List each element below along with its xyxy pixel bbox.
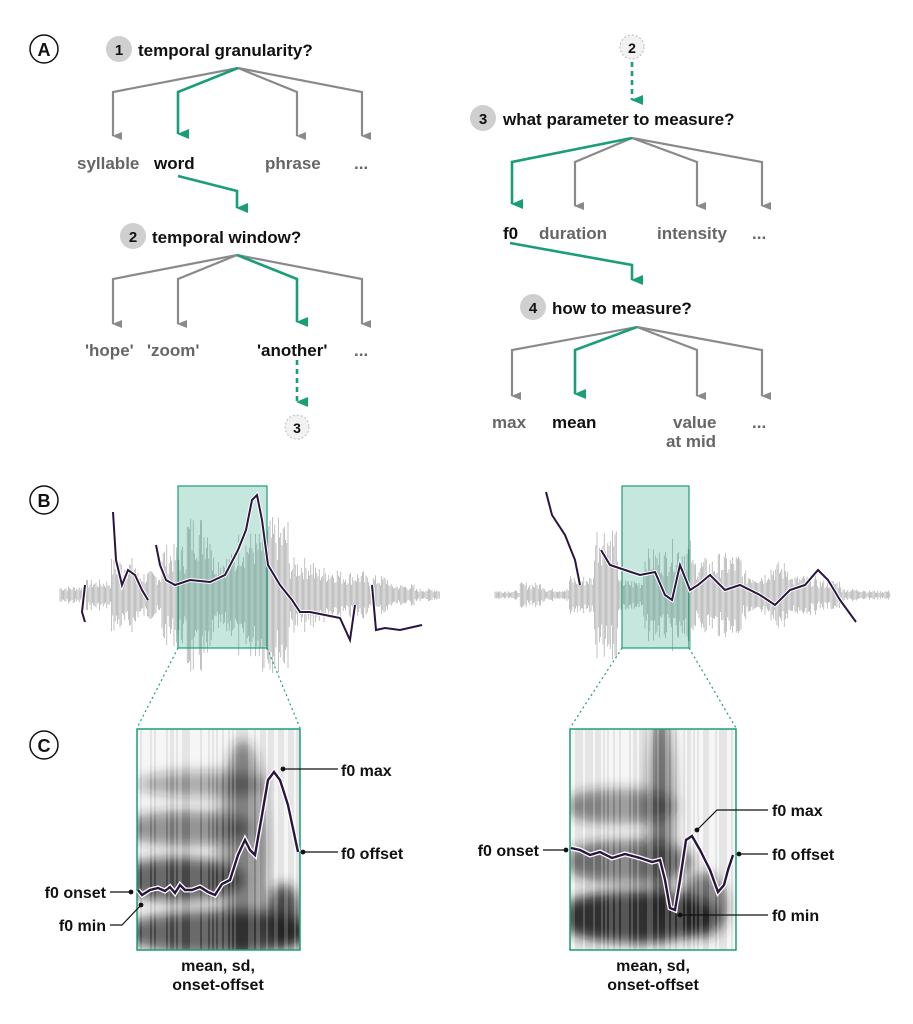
- caption-line1: mean, sd,: [616, 958, 690, 975]
- caption-line1: mean, sd,: [181, 958, 255, 975]
- step2-node: 2 temporal window?: [120, 223, 301, 249]
- step-number-circle: [106, 36, 132, 62]
- annotation-leaders-right: [543, 809, 768, 918]
- label-f0-max: f0 max: [341, 763, 392, 780]
- option-another-selected: 'another': [257, 341, 327, 360]
- f0-contour-zoom-left: [137, 770, 300, 897]
- option-mean-selected: mean: [552, 413, 596, 432]
- step1-question: temporal granularity?: [138, 41, 313, 60]
- waveform-samples: [494, 530, 891, 660]
- option-word-selected: word: [153, 154, 195, 173]
- option-duration: duration: [539, 224, 607, 243]
- svg-text:C: C: [38, 736, 51, 756]
- caption-line2: onset-offset: [172, 977, 264, 994]
- svg-text:B: B: [38, 491, 51, 511]
- option-max: max: [492, 413, 527, 432]
- next-step-ref: 3: [284, 414, 310, 440]
- option-f0-selected: f0: [503, 224, 518, 243]
- svg-text:3: 3: [479, 111, 487, 128]
- link-arrow: [177, 174, 248, 213]
- link-arrow: [509, 241, 643, 285]
- f0-contour-right: [545, 491, 857, 623]
- option-hope: 'hope': [85, 341, 134, 360]
- svg-text:2: 2: [129, 229, 137, 246]
- option-more: ...: [354, 341, 368, 360]
- option-more: ...: [354, 154, 368, 173]
- option-intensity: intensity: [657, 224, 727, 243]
- option-more: ...: [752, 224, 766, 243]
- svg-text:2: 2: [628, 40, 636, 56]
- spectrogram-frame-left: [136, 728, 301, 951]
- option-syllable: syllable: [77, 154, 139, 173]
- step4-node: 4 how to measure?: [520, 294, 692, 320]
- label-f0-offset: f0 offset: [772, 847, 835, 864]
- step4-question: how to measure?: [552, 299, 692, 318]
- svg-text:1: 1: [115, 42, 123, 59]
- step3-question: what parameter to measure?: [502, 110, 734, 129]
- selection-window-left: [177, 485, 268, 649]
- step4-branches: [510, 325, 771, 400]
- prev-step-ref: 2: [619, 34, 645, 60]
- spectrogram-left: [137, 729, 300, 950]
- spectrogram-texture: [648, 729, 675, 928]
- panel-label-a: A: [29, 34, 59, 64]
- option-value-at-mid: value: [673, 413, 716, 432]
- step1-node: 1 temporal granularity?: [106, 36, 313, 62]
- f0-contour-left: [80, 492, 423, 644]
- option-zoom: 'zoom': [147, 341, 199, 360]
- step3-branches: [510, 136, 771, 210]
- step2-question: temporal window?: [152, 228, 301, 247]
- f0-contour-zoom-right: [570, 834, 735, 912]
- waveform-right: [494, 530, 891, 660]
- label-f0-onset: f0 onset: [45, 885, 107, 902]
- label-f0-max: f0 max: [772, 803, 823, 820]
- label-f0-offset: f0 offset: [341, 846, 404, 863]
- option-more: ...: [752, 413, 766, 432]
- svg-text:4: 4: [529, 300, 538, 317]
- step2-branches: [111, 253, 371, 328]
- annotation-leaders-left: [110, 766, 338, 926]
- step3-node: 3 what parameter to measure?: [470, 105, 734, 131]
- label-f0-min: f0 min: [772, 908, 819, 925]
- option-value-at-mid-line2: at mid: [666, 432, 716, 451]
- svg-text:3: 3: [293, 420, 301, 436]
- spectrogram-texture: [267, 883, 300, 950]
- spectrogram-right: [570, 729, 736, 950]
- step1-branches: [111, 66, 371, 140]
- panel-label-b: B: [29, 485, 59, 515]
- label-f0-min: f0 min: [59, 918, 106, 935]
- spectrogram-frame-right: [569, 728, 737, 951]
- option-phrase: phrase: [265, 154, 321, 173]
- zoom-guides: [136, 647, 737, 729]
- panel-label-c: C: [29, 730, 59, 760]
- svg-text:A: A: [38, 40, 51, 60]
- caption-line2: onset-offset: [607, 977, 699, 994]
- label-f0-onset: f0 onset: [478, 843, 540, 860]
